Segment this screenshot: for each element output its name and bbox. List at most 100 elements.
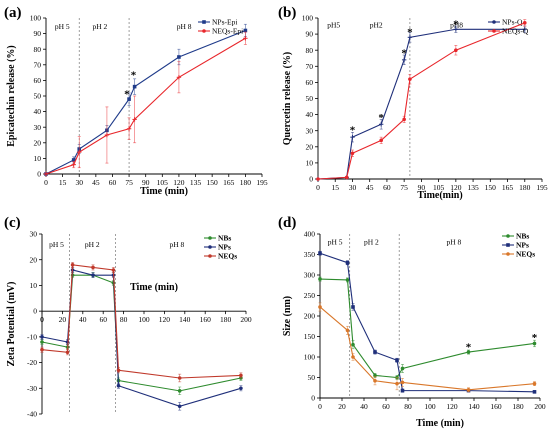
x-tick-label: 160: [200, 315, 212, 324]
data-point: [132, 84, 137, 89]
data-point: [351, 305, 355, 309]
x-tick-label: 0: [44, 178, 48, 187]
data-point: [318, 277, 322, 281]
significance-marker: *: [453, 18, 459, 30]
x-tick-label: 20: [59, 315, 67, 324]
x-tick-label: 200: [534, 402, 546, 411]
y-tick-label: 90: [306, 30, 314, 39]
y-tick-label: 60: [306, 78, 314, 87]
x-tick-label: 75: [400, 183, 408, 192]
y-tick-label: 200: [304, 312, 316, 321]
x-tick-label: 180: [512, 402, 524, 411]
significance-marker: *: [378, 112, 384, 124]
y-tick-label: 250: [304, 291, 316, 300]
y-tick-label: 80: [306, 46, 314, 55]
data-point: [239, 386, 243, 391]
series-line: [319, 278, 535, 379]
phase-label: pH 2: [93, 22, 108, 31]
chart-panel-a: (a) 0 15 30 45 60 75 90 105 120 135 150 165 180 195 0 10…: [4, 5, 268, 197]
series-neqs-q: [316, 19, 527, 181]
x-tick-label: 60: [99, 315, 107, 324]
y-tick-label: 40: [306, 110, 314, 119]
x-tick-label: 15: [331, 183, 339, 192]
chart-panel-d: (d) 0 20 40 60 80 100 120 140 160 180 200 0 50 100 150 2…: [278, 215, 546, 429]
y-tick-label: 0: [37, 170, 41, 179]
x-tick-label: 60: [382, 402, 390, 411]
phase-label: pH 8: [177, 22, 192, 31]
y-tick-label: -20: [27, 358, 37, 367]
x-tick-label: 140: [179, 315, 191, 324]
data-point: [318, 251, 322, 256]
data-point: [111, 268, 116, 272]
series-nbs: [318, 276, 537, 380]
x-tick-label: 40: [360, 402, 368, 411]
data-point: [395, 358, 399, 363]
significance-marker: *: [532, 332, 538, 344]
chart-panel-c: (c)0 20 40 60 80 100 120 140 160 180 2003020100-10…: [4, 215, 252, 419]
legend-label: NEQs-Q: [502, 27, 529, 36]
y-tick-label: 400: [304, 230, 316, 239]
x-tick-label: 90: [142, 178, 150, 187]
y-tick-label: 100: [302, 14, 314, 23]
phase-label: pH 2: [364, 237, 379, 246]
series-neqs: [318, 302, 537, 393]
phase-label: pH 8: [170, 240, 185, 249]
data-point: [316, 177, 320, 181]
legend-marker: [492, 29, 496, 33]
x-tick-label: 40: [79, 315, 87, 324]
series-neqs-epi: [43, 31, 248, 177]
y-tick-label: 50: [34, 92, 42, 101]
data-point: [454, 48, 458, 52]
legend-label: NPs-Epi: [212, 18, 237, 27]
x-axis-label: Time (min): [140, 186, 188, 197]
legend-label: NPs: [218, 243, 231, 252]
y-tick-label: 350: [304, 250, 316, 259]
legend-marker: [208, 236, 212, 240]
data-point: [408, 77, 412, 81]
series-line: [45, 29, 246, 175]
significance-marker: *: [466, 342, 472, 354]
phase-label: pH8: [450, 21, 463, 30]
y-tick-label: 0: [311, 394, 315, 403]
x-tick-label: 80: [404, 402, 412, 411]
data-point: [344, 175, 349, 180]
x-tick-label: 0: [316, 183, 320, 192]
y-tick-label: 10: [306, 159, 314, 168]
x-tick-label: 75: [125, 178, 133, 187]
y-tick-label: 300: [304, 271, 316, 280]
data-point: [243, 28, 248, 33]
legend-marker: [506, 243, 510, 247]
y-tick-label: 50: [306, 94, 314, 103]
y-tick-label: 100: [30, 14, 42, 23]
y-tick-label: 90: [34, 29, 42, 38]
y-tick-label: 20: [30, 255, 38, 264]
legend-label: NPs: [516, 241, 529, 250]
y-tick-label: -30: [27, 384, 37, 393]
phase-label: pH 5: [49, 240, 64, 249]
data-point: [351, 342, 355, 347]
data-point: [177, 389, 182, 393]
x-tick-label: 180: [220, 315, 232, 324]
data-point: [71, 158, 76, 162]
y-tick-label: 30: [34, 123, 42, 132]
x-tick-label: 105: [433, 183, 445, 192]
series-line: [41, 264, 241, 379]
data-point: [177, 55, 181, 59]
legend-label: NPs-Q: [502, 18, 523, 27]
x-axis-label: Time (min): [130, 282, 178, 293]
data-point: [466, 388, 471, 392]
data-point: [373, 373, 377, 378]
data-point: [40, 335, 44, 339]
y-tick-label: 60: [34, 76, 42, 85]
x-tick-label: 100: [138, 315, 150, 324]
legend-label: NEQs: [516, 250, 535, 259]
data-point: [379, 138, 383, 143]
data-point: [522, 21, 527, 25]
legend-marker: [208, 254, 212, 258]
y-tick-label: -10: [27, 332, 37, 341]
data-point: [373, 378, 377, 383]
x-tick-label: 90: [418, 183, 426, 192]
legend-marker: [208, 245, 212, 249]
legend-label: NEQs: [218, 252, 237, 261]
x-tick-label: 180: [240, 178, 252, 187]
